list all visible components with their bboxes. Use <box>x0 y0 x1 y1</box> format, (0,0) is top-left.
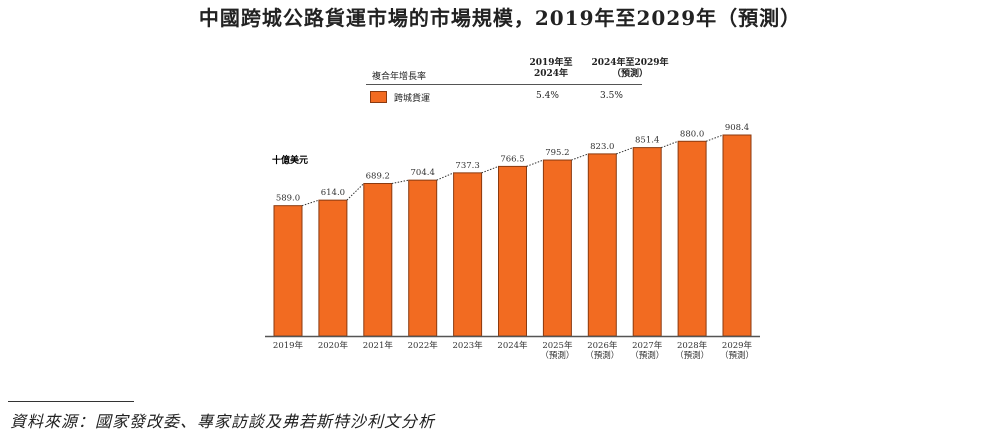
x-tick-label: 2022年 <box>408 340 439 351</box>
bar <box>542 159 572 337</box>
x-tick-label: 2021年 <box>363 340 394 351</box>
trend-connector <box>705 134 724 142</box>
legend-col1-header: 2019年至 2024年 <box>516 58 586 80</box>
x-tick-label: （預測） <box>720 350 754 361</box>
data-label: 589.0 <box>276 194 300 204</box>
data-label: 614.0 <box>321 188 345 198</box>
col2-line1: 2024年至2029年 <box>591 58 669 68</box>
bar <box>677 140 707 337</box>
data-label: 851.4 <box>635 136 659 146</box>
x-tick-label: 2027年 <box>632 340 663 351</box>
x-tick-label: 2026年 <box>587 340 618 351</box>
bar <box>273 205 303 337</box>
bar <box>632 147 662 337</box>
legend-cagr2: 3.5% <box>600 91 623 101</box>
data-label: 795.2 <box>545 148 569 158</box>
trend-connector <box>436 172 454 181</box>
x-tick-label: （預測） <box>540 350 574 361</box>
bar <box>453 172 483 337</box>
data-label: 880.0 <box>680 129 704 139</box>
bar <box>498 165 527 337</box>
x-tick-label: 2020年 <box>318 340 349 351</box>
x-tick-label: 2019年 <box>273 340 304 351</box>
trend-connector <box>391 179 409 184</box>
x-tick-label: （預測） <box>675 350 709 361</box>
bar <box>587 153 617 337</box>
x-tick-label: 2023年 <box>453 340 484 351</box>
trend-connector <box>481 165 499 174</box>
trend-connector <box>616 147 634 155</box>
data-label: 689.2 <box>366 172 390 182</box>
bar <box>722 134 752 337</box>
legend-series-label: 跨城貨運 <box>394 94 431 104</box>
legend-cagr1: 5.4% <box>536 91 559 101</box>
bar <box>318 199 348 337</box>
col2-line2: （預測） <box>611 69 648 79</box>
chart-title: 中國跨城公路貨運市場的市場規模，2019年至2029年（預測） <box>198 6 802 30</box>
source-note: 資料來源：國家發改委、專家訪談及弗若斯特沙利文分析 <box>10 412 436 431</box>
source-rule <box>8 401 134 402</box>
data-label: 704.4 <box>411 168 435 178</box>
legend-header: 複合年增長率 <box>372 72 427 82</box>
data-label: 823.0 <box>590 142 614 152</box>
x-tick-label: （預測） <box>630 350 664 361</box>
col1-line2: 2024年 <box>533 69 569 79</box>
x-tick-label: （預測） <box>585 350 619 361</box>
bar <box>363 183 393 337</box>
legend-swatch <box>370 91 387 103</box>
col1-line1: 2019年至 <box>529 58 573 68</box>
trend-connector <box>346 183 365 201</box>
x-tick-label: 2028年 <box>677 340 708 351</box>
data-label: 737.3 <box>455 161 479 171</box>
legend-rule <box>366 84 642 85</box>
trend-connector <box>571 153 589 161</box>
data-label: 908.4 <box>725 123 749 133</box>
bar <box>408 179 438 337</box>
trend-connector <box>661 140 679 149</box>
x-tick-label: 2029年 <box>722 340 753 351</box>
x-tick-label: 2024年 <box>497 340 528 351</box>
x-tick-label: 2025年 <box>542 340 573 351</box>
trend-connector <box>526 159 544 167</box>
legend-col2-header: 2024年至2029年 （預測） <box>580 58 680 80</box>
trend-connector <box>301 199 320 207</box>
y-axis-label: 十億美元 <box>272 154 308 166</box>
data-label: 766.5 <box>500 154 524 164</box>
